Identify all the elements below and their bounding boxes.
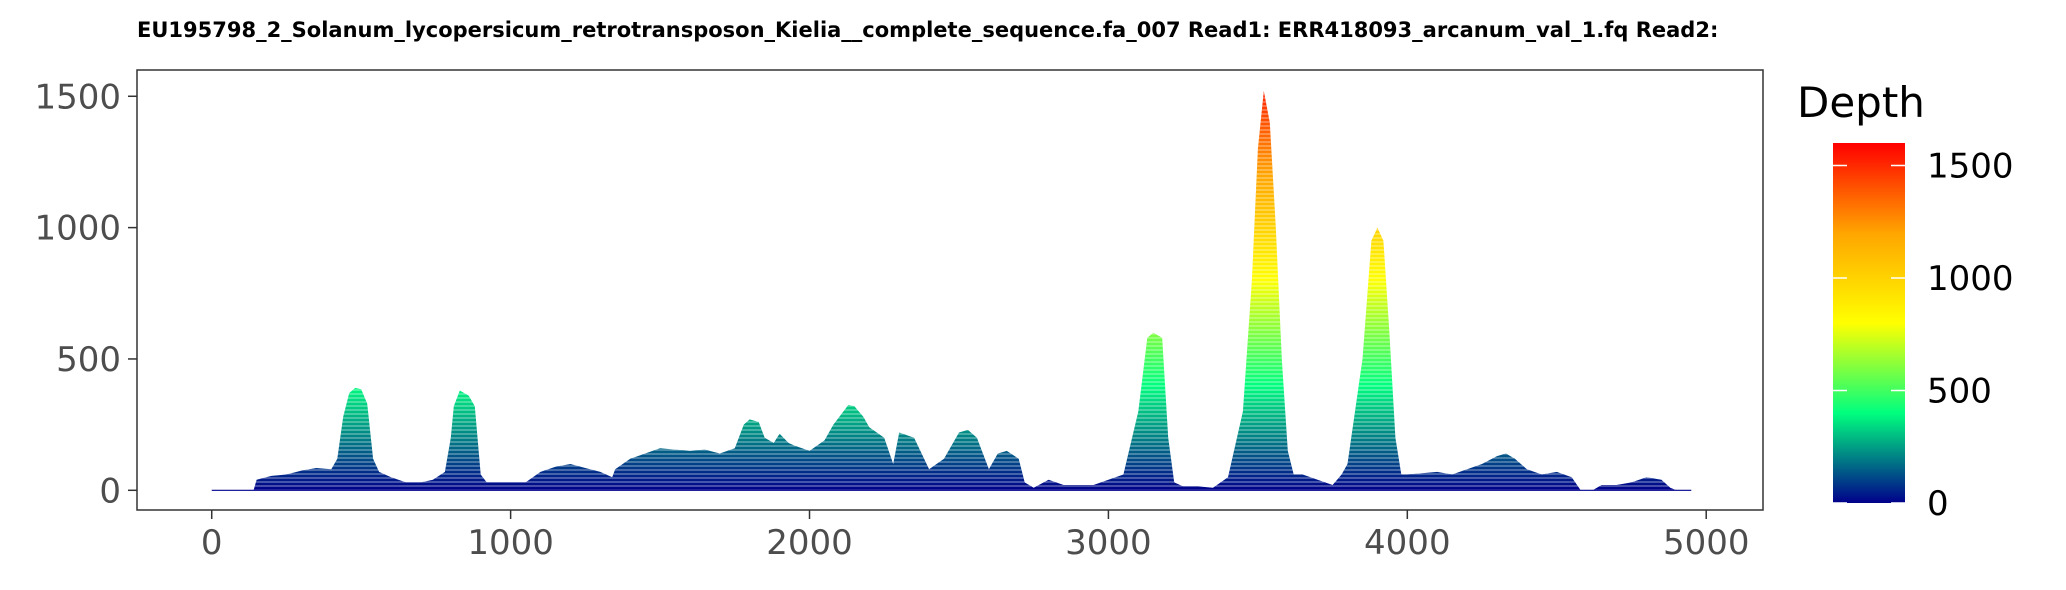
y-tick-label: 0 <box>99 471 121 511</box>
x-tick-label: 2000 <box>766 523 853 563</box>
depth-area-0 <box>211 91 1692 491</box>
chart-title: EU195798_2_Solanum_lycopersicum_retrotra… <box>137 18 1719 42</box>
y-axis: 0 500 1000 1500 <box>34 77 137 511</box>
colorbar-label: 500 <box>1927 372 1992 412</box>
legend-title: Depth <box>1797 78 1925 127</box>
x-tick-label: 4000 <box>1364 523 1451 563</box>
y-tick-label: 1000 <box>34 209 121 249</box>
plot-area <box>211 91 1692 491</box>
x-tick-label: 0 <box>201 523 223 563</box>
x-tick-label: 5000 <box>1663 523 1750 563</box>
colorbar-label: 1000 <box>1927 259 2014 299</box>
colorbar <box>1833 143 1905 503</box>
y-tick-label: 1500 <box>34 77 121 117</box>
x-axis: 0 1000 2000 3000 4000 5000 <box>201 510 1750 563</box>
colorbar-label: 0 <box>1927 484 1949 524</box>
plot-frame <box>136 69 1764 511</box>
y-tick-label: 500 <box>56 340 121 380</box>
colorbar-label: 1500 <box>1927 147 2014 187</box>
x-tick-label: 3000 <box>1065 523 1152 563</box>
depth-striation <box>211 93 1692 491</box>
legend: Depth 0 500 1000 1500 <box>1797 78 2014 524</box>
x-tick-label: 1000 <box>467 523 554 563</box>
